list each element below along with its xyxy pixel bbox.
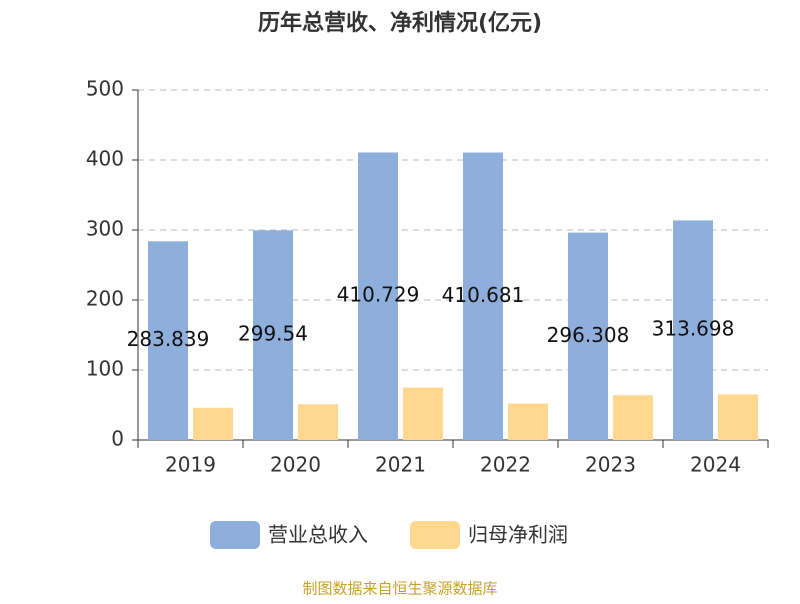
bar <box>613 395 653 440</box>
bar <box>568 232 608 440</box>
y-tick-label: 500 <box>86 77 124 101</box>
bar <box>718 394 758 440</box>
y-tick-label: 0 <box>111 427 124 451</box>
y-tick-label: 400 <box>86 147 124 171</box>
legend-label: 归母净利润 <box>468 523 568 547</box>
data-label: 299.54 <box>238 322 308 346</box>
bar <box>148 241 188 440</box>
data-label: 283.839 <box>127 327 210 351</box>
x-tick-label: 2019 <box>165 453 216 477</box>
x-tick-label: 2024 <box>690 453 741 477</box>
bar <box>253 230 293 440</box>
chart-title: 历年总营收、净利情况(亿元) <box>258 10 542 36</box>
y-tick-label: 300 <box>86 217 124 241</box>
data-label: 410.681 <box>442 283 525 307</box>
bar <box>298 404 338 440</box>
legend-label: 营业总收入 <box>268 523 368 547</box>
y-tick-label: 100 <box>86 357 124 381</box>
bar <box>403 387 443 440</box>
legend-swatch <box>410 521 460 549</box>
bar <box>358 152 398 441</box>
bar <box>508 403 548 440</box>
data-label: 296.308 <box>547 323 630 347</box>
data-label: 313.698 <box>652 317 735 341</box>
x-tick-label: 2023 <box>585 453 636 477</box>
bar <box>463 152 503 440</box>
x-tick-label: 2021 <box>375 453 426 477</box>
bar <box>193 407 233 440</box>
x-tick-label: 2022 <box>480 453 531 477</box>
data-label: 410.729 <box>337 283 420 307</box>
bar <box>673 220 713 440</box>
x-tick-label: 2020 <box>270 453 321 477</box>
y-tick-label: 200 <box>86 287 124 311</box>
legend-swatch <box>210 521 260 549</box>
source-note: 制图数据来自恒生聚源数据库 <box>302 580 497 598</box>
